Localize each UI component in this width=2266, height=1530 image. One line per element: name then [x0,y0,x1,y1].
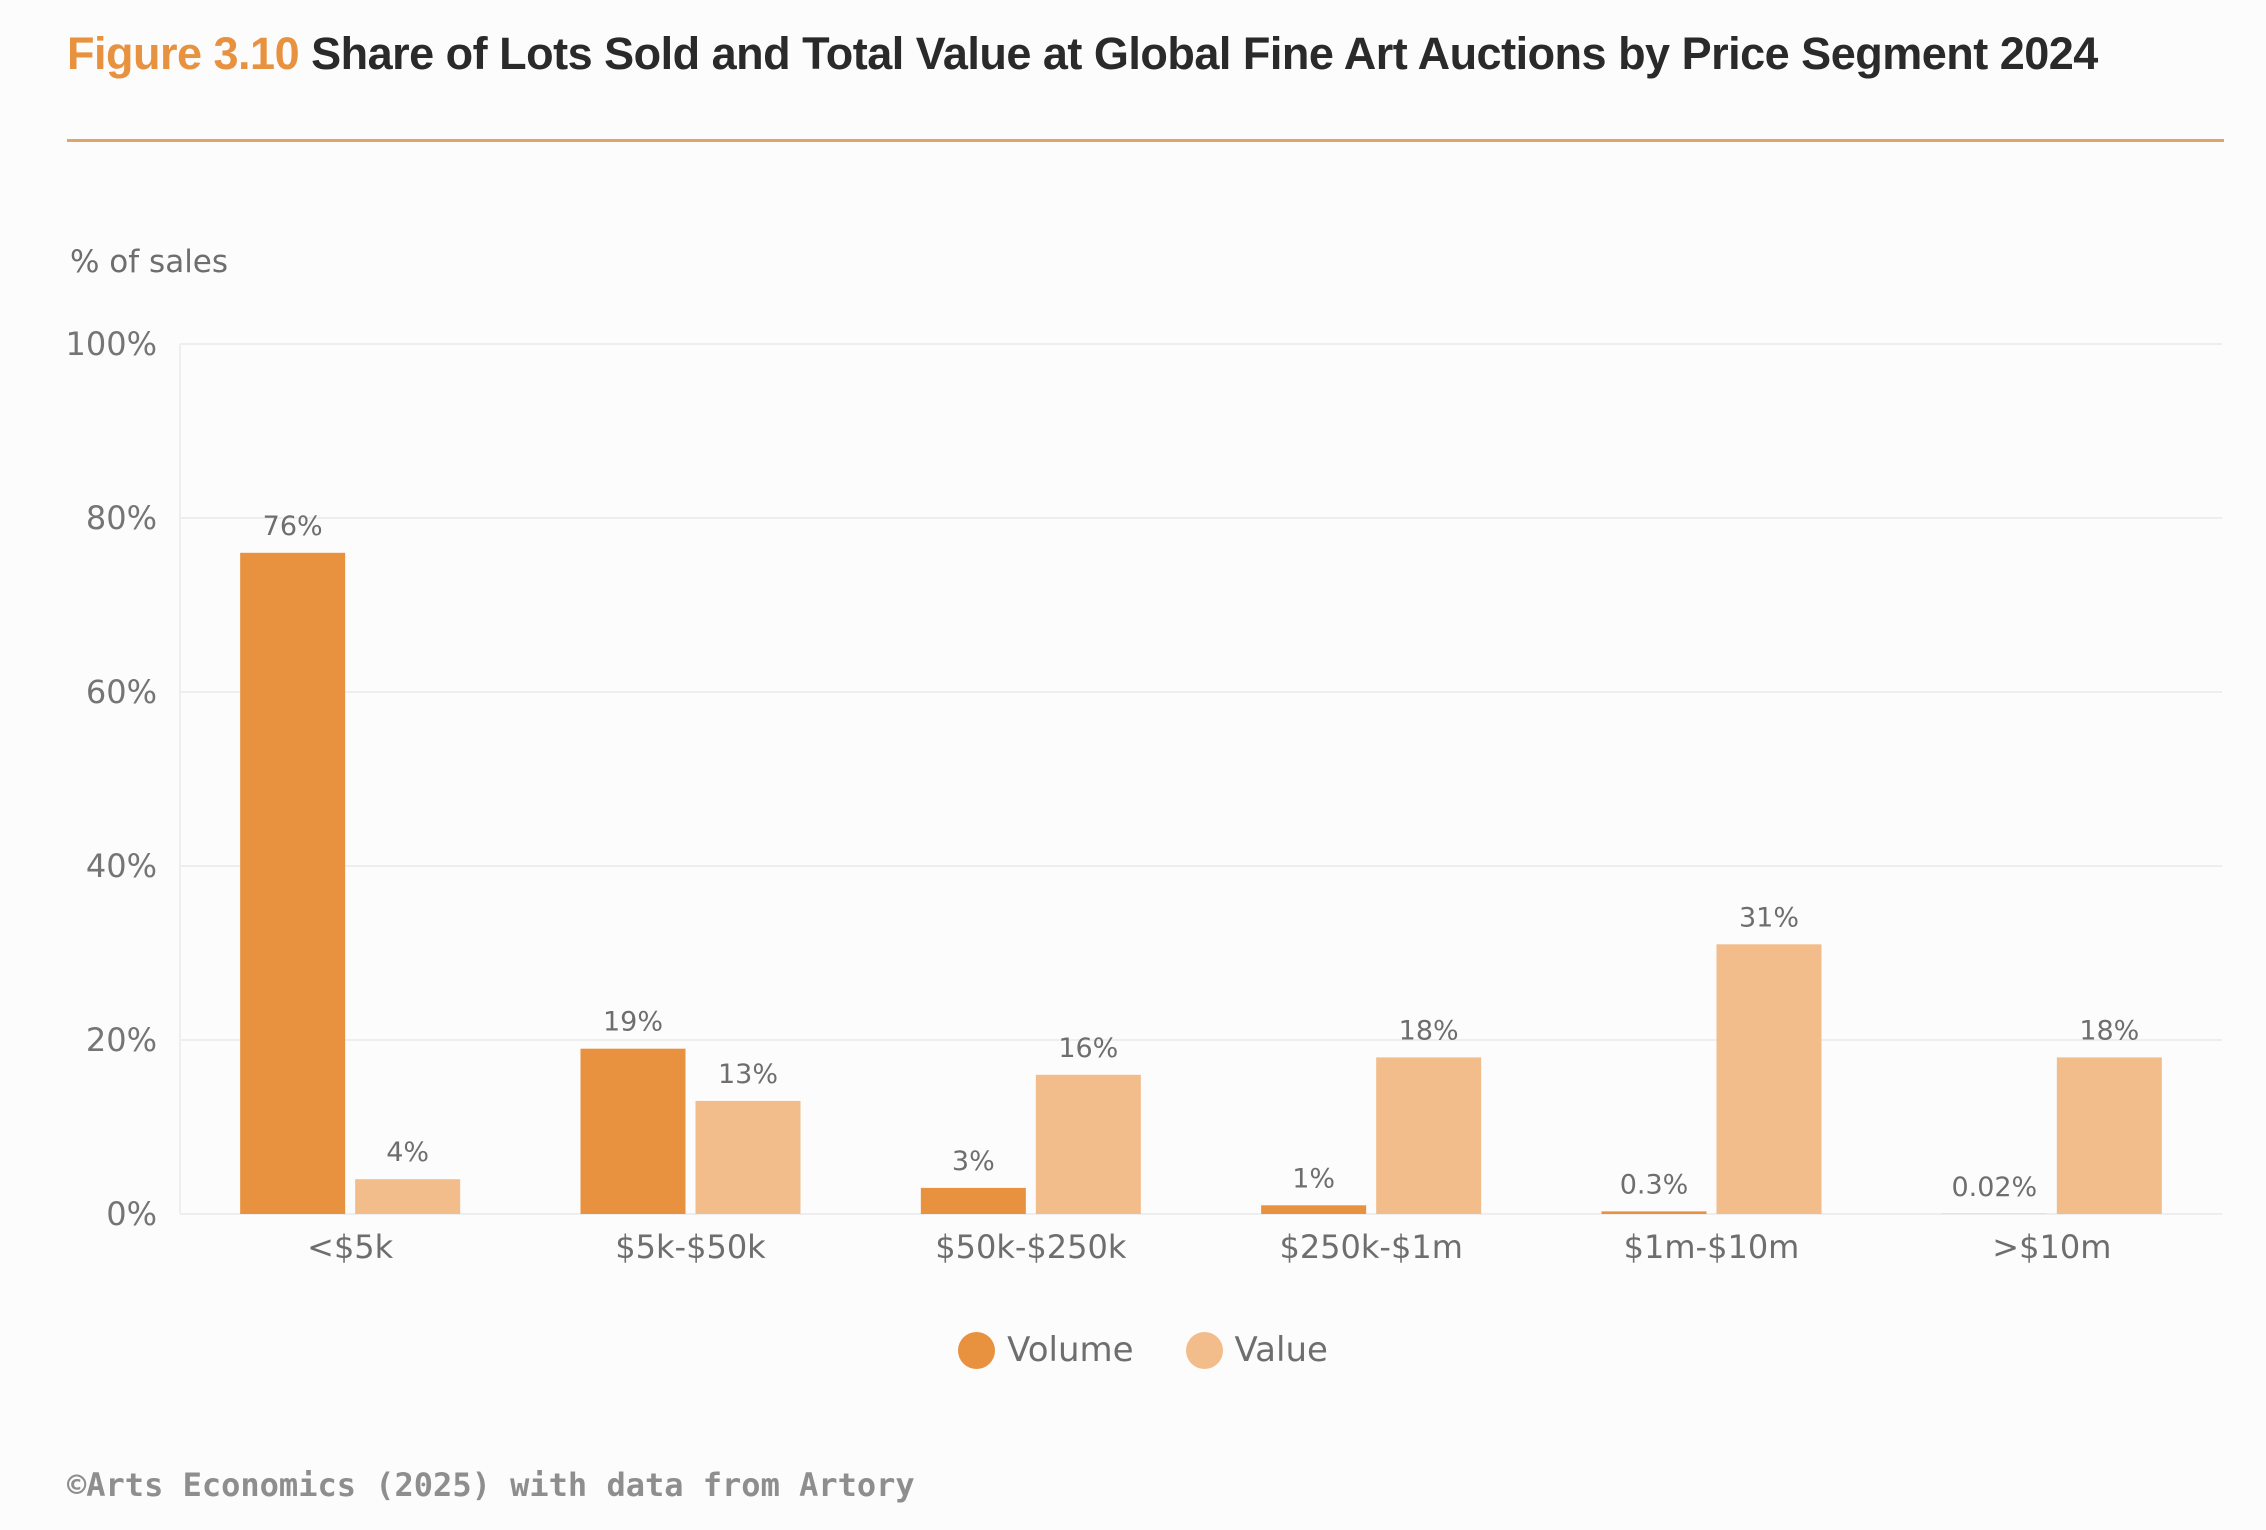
bar-value [355,1179,461,1214]
data-label-value: 13% [718,1059,778,1090]
x-tick-label: <$5k [307,1228,394,1266]
y-tick-label: 80% [86,499,157,537]
legend-label-volume: Volume [1007,1330,1134,1370]
bar-volume [580,1048,686,1214]
title-text: Share of Lots Sold and Total Value at Gl… [311,28,2098,79]
y-tick-label: 100% [66,325,157,363]
legend-item-value[interactable]: Value [1185,1330,1328,1370]
data-label-volume: 19% [603,1007,663,1038]
data-label-volume: 1% [1292,1163,1335,1194]
legend-item-volume[interactable]: Volume [958,1330,1134,1370]
data-label-value: 18% [2079,1015,2139,1046]
y-axis-label: % of sales [70,244,229,280]
bar-value [1716,944,1822,1214]
bars [240,552,2162,1214]
bar-value [1035,1074,1141,1214]
x-tick-label: $5k-$50k [615,1228,766,1266]
bar-value [2056,1057,2162,1214]
legend: Volume Value [0,1330,2266,1370]
data-label-volume: 0.02% [1951,1172,2037,1203]
legend-swatch-volume [958,1331,996,1369]
bar-volume [920,1187,1026,1214]
bar-volume [1261,1205,1367,1214]
x-tick-label: $50k-$250k [935,1228,1127,1266]
data-label-value: 31% [1739,902,1799,933]
bar-value [695,1100,801,1214]
y-tick-label: 60% [86,673,157,711]
y-tick-label: 40% [86,847,157,885]
legend-swatch-value [1185,1331,1223,1369]
y-axis-ticks: 0% 20% 40% 60% 80% 100% [66,325,157,1233]
y-tick-label: 20% [86,1021,157,1059]
bar-volume [1601,1211,1707,1214]
x-tick-label: >$10m [1992,1228,2111,1266]
x-axis-ticks: <$5k $5k-$50k $50k-$250k $250k-$1m $1m-$10m >… [307,1228,2111,1266]
bar-volume [240,552,346,1214]
figure-number: Figure 3.10 [67,28,300,79]
data-label-volume: 76% [263,511,323,542]
legend-label-value: Value [1234,1330,1328,1370]
chart-title: Figure 3.10 Share of Lots Sold and Total… [67,28,2098,80]
x-tick-label: $1m-$10m [1624,1228,1800,1266]
data-labels: 76% 4% 19% 13% 3% 16% 1% 18% 0.3% 31% 0.02% 18% [263,511,2140,1203]
x-tick-label: $250k-$1m [1279,1228,1462,1266]
bar-value [1376,1057,1482,1214]
y-tick-label: 0% [106,1195,157,1233]
source-credit: ©Arts Economics (2025) with data from Ar… [67,1466,915,1504]
data-label-volume: 0.3% [1620,1169,1689,1200]
data-label-volume: 3% [952,1146,995,1177]
data-label-value: 4% [386,1137,429,1168]
data-label-value: 16% [1058,1033,1118,1064]
data-label-value: 18% [1399,1015,1459,1046]
title-divider [67,139,2224,142]
gridlines [179,343,2222,1215]
